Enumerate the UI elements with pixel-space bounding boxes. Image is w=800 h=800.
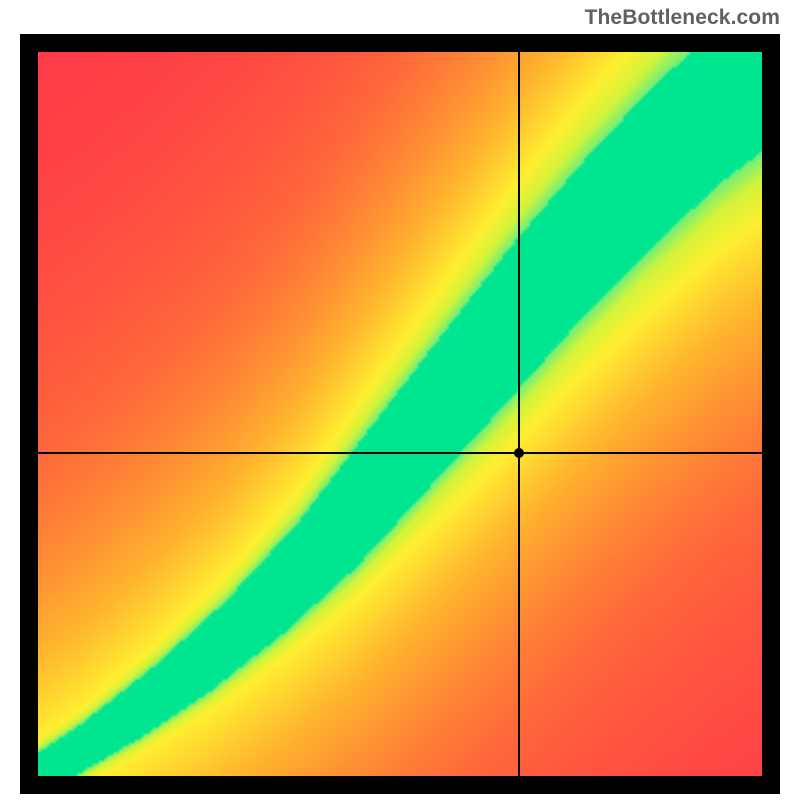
heatmap-plot bbox=[20, 34, 780, 794]
chart-container: TheBottleneck.com bbox=[0, 0, 800, 800]
heatmap-canvas bbox=[38, 52, 762, 776]
attribution-text: TheBottleneck.com bbox=[585, 6, 780, 30]
